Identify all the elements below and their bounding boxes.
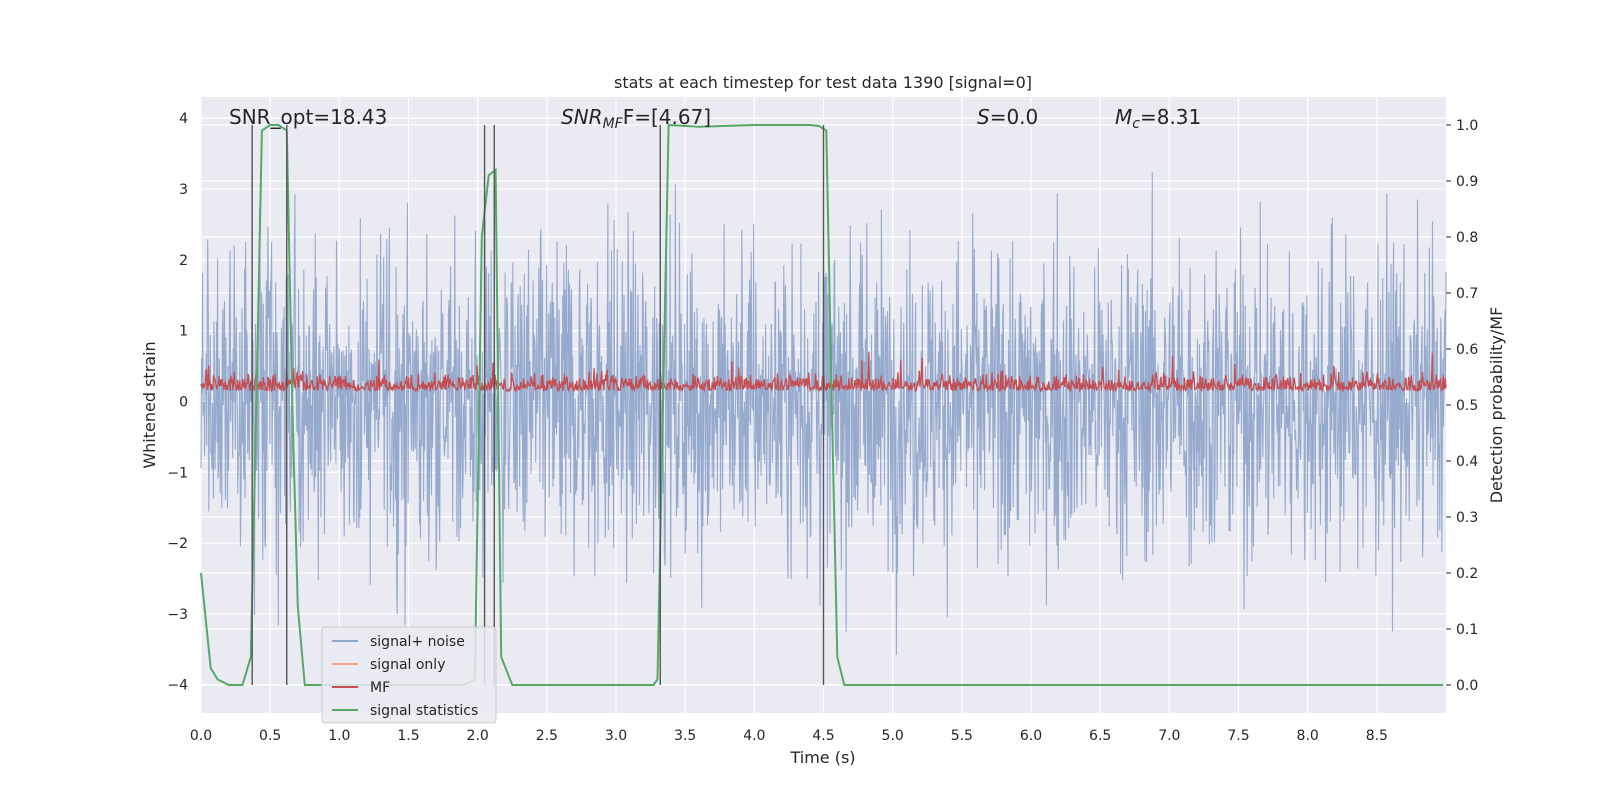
y-tick-label: −4 <box>167 678 188 694</box>
vertical-markers <box>251 125 825 685</box>
x-tick-label: 8.0 <box>1297 728 1319 744</box>
annotation-snr-mf-rest: F=[4.67] <box>623 105 711 129</box>
x-tick-label: 2.5 <box>536 728 558 744</box>
x-axis-title: Time (s) <box>789 748 855 767</box>
x-tick-label: 3.5 <box>674 728 696 744</box>
x-tick-label: 1.5 <box>397 728 419 744</box>
x-tick-label: 0.0 <box>190 728 212 744</box>
y-tick-label: 0 <box>179 394 188 410</box>
annotation-mc-main: M <box>1115 105 1132 129</box>
annotation-mc-rest: =8.31 <box>1140 105 1201 129</box>
legend: signal+ noise signal only MF signal statist… <box>321 626 497 724</box>
y2-tick-label: 0.1 <box>1456 622 1478 638</box>
y-axis-title: Whitened strain <box>140 341 159 468</box>
y-tick-labels: 4 3 2 1 0 −1 −2 −3 −4 <box>167 111 188 693</box>
y2-tick-label: 0.8 <box>1456 230 1478 246</box>
x-tick-label: 4.0 <box>743 728 765 744</box>
y2-tick-label: 0.6 <box>1456 342 1478 358</box>
x-tick-label: 7.0 <box>1158 728 1180 744</box>
y-tick-label: 2 <box>179 253 188 269</box>
x-tick-label: 3.0 <box>605 728 627 744</box>
signal-statistics-series <box>200 123 1444 686</box>
y-tick-label: −3 <box>167 607 188 623</box>
x-tick-label: 6.0 <box>1020 728 1042 744</box>
y2-tick-label: 0.3 <box>1456 510 1478 526</box>
x-tick-label: 6.5 <box>1089 728 1111 744</box>
y2-tick-labels: 1.0 0.9 0.8 0.7 0.6 0.5 0.4 0.3 0.2 0.1 0.0 <box>1446 118 1478 694</box>
x-tick-labels: 0.0 0.5 1.0 1.5 2.0 2.5 3.0 3.5 4.0 4.5 5.0 5.5 6.0 6… <box>190 728 1388 744</box>
annotation-s-rest: =0.0 <box>990 105 1039 129</box>
y2-tick-label: 0.0 <box>1456 678 1478 694</box>
legend-label: signal only <box>370 657 445 673</box>
annotation-s: S=0.0 <box>977 105 1038 129</box>
chart-title: stats at each timestep for test data 139… <box>614 73 1032 92</box>
y2-tick-label: 0.2 <box>1456 566 1478 582</box>
annotation-mc: Mc=8.31 <box>1115 105 1201 132</box>
y-tick-label: 1 <box>179 324 188 340</box>
y-tick-label: −1 <box>167 465 188 481</box>
x-tick-label: 5.0 <box>882 728 904 744</box>
y-tick-label: 3 <box>179 182 188 198</box>
x-tick-label: 1.0 <box>328 728 350 744</box>
y-tick-label: 4 <box>179 111 188 127</box>
annotation-s-main: S <box>977 105 990 129</box>
annotation-mc-sub: c <box>1132 116 1140 132</box>
x-tick-label: 7.5 <box>1227 728 1249 744</box>
y2-tick-label: 0.4 <box>1456 454 1478 470</box>
x-tick-label: 8.5 <box>1366 728 1388 744</box>
annotation-snr-mf-sub: MF <box>603 116 624 132</box>
y2-tick-label: 0.7 <box>1456 286 1478 302</box>
x-tick-label: 2.0 <box>467 728 489 744</box>
signal-statistics-line <box>200 123 1444 686</box>
x-tick-label: 4.5 <box>812 728 834 744</box>
legend-label: MF <box>370 680 390 696</box>
y2-tick-label: 0.5 <box>1456 398 1478 414</box>
annotation-snr-mf-main: SNR <box>561 105 603 129</box>
y-tick-label: −2 <box>167 536 188 552</box>
y2-tick-label: 0.9 <box>1456 174 1478 190</box>
y2-axis-title: Detection probability/MF <box>1487 307 1506 504</box>
annotation-snr-opt: SNR_opt=18.43 <box>229 105 387 129</box>
x-tick-label: 0.5 <box>259 728 281 744</box>
legend-box <box>321 626 497 724</box>
x-tick-label: 5.5 <box>951 728 973 744</box>
y2-tick-label: 1.0 <box>1456 118 1478 134</box>
annotation-snr-mf: SNRMFF=[4.67] <box>561 105 711 132</box>
legend-label: signal statistics <box>370 703 478 719</box>
legend-label: signal+ noise <box>370 634 465 650</box>
